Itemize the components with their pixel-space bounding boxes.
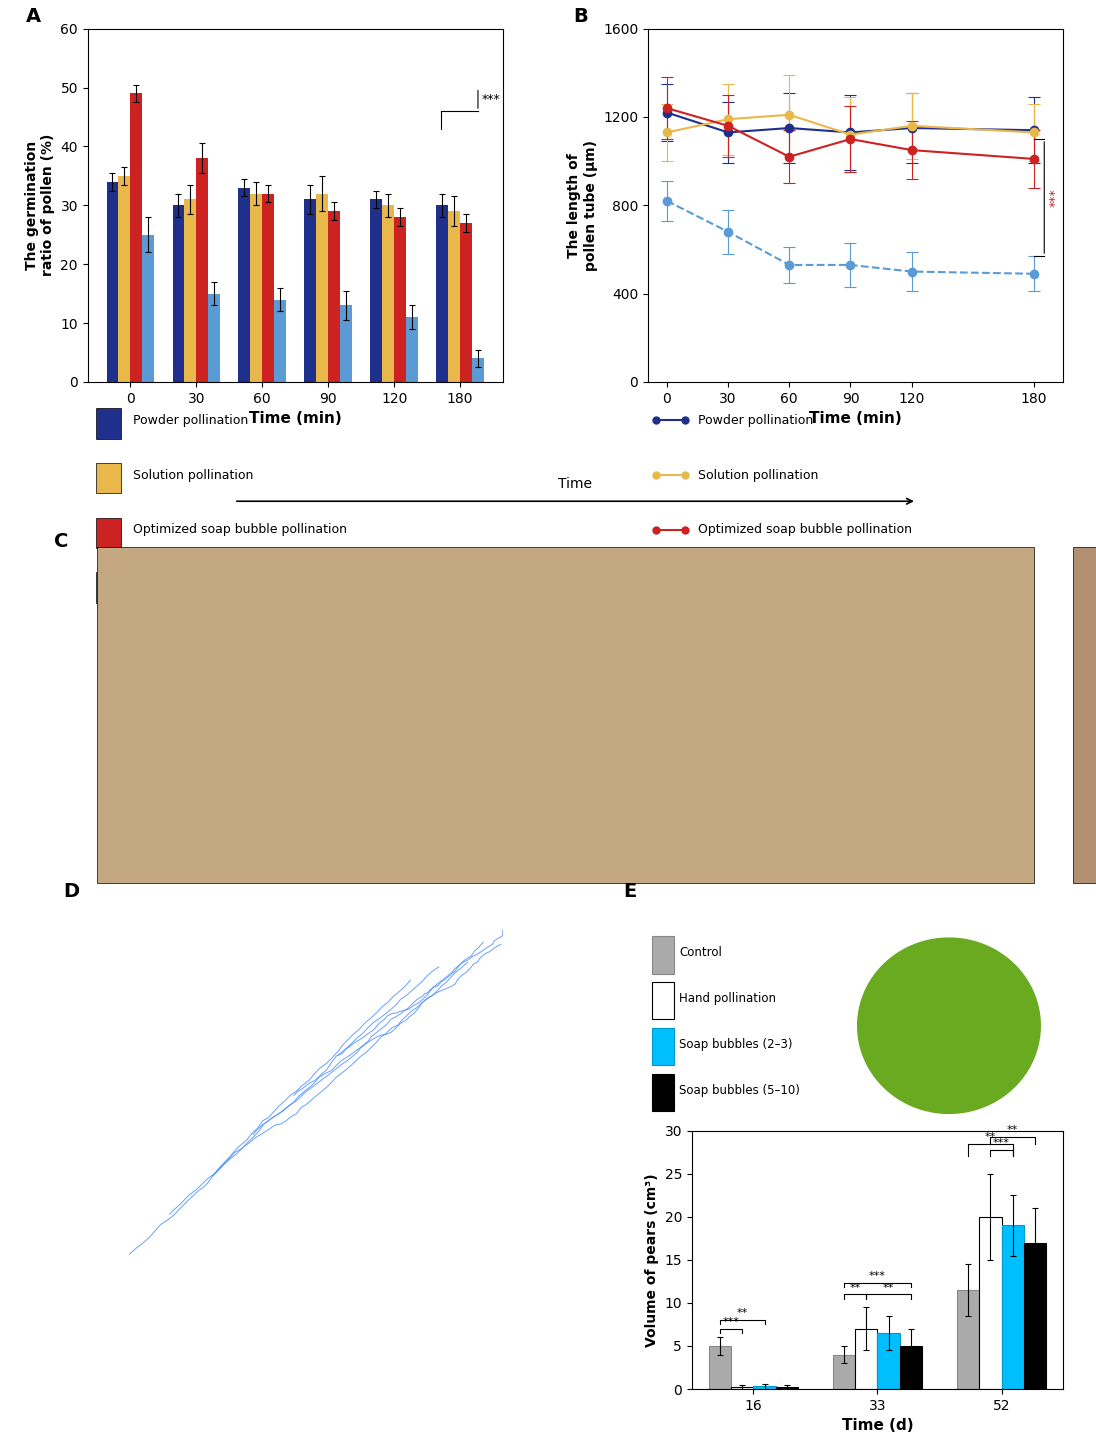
Bar [142, 235, 155, 382]
Bar [383, 205, 395, 382]
Bar [709, 1346, 731, 1389]
X-axis label: Time (min): Time (min) [249, 411, 342, 427]
FancyBboxPatch shape [652, 1074, 674, 1111]
Bar [1024, 1243, 1047, 1389]
Text: 0.28 s: 0.28 s [856, 508, 899, 521]
Text: Control: Control [680, 947, 722, 959]
Bar [472, 358, 484, 382]
Text: **: ** [849, 1283, 860, 1293]
Bar [196, 158, 208, 382]
Text: 0.21 s: 0.21 s [525, 508, 568, 521]
Bar [274, 299, 286, 382]
Text: C: C [54, 533, 68, 551]
Text: ***: *** [1049, 188, 1061, 208]
Text: 0.00 s: 0.00 s [203, 508, 246, 521]
FancyBboxPatch shape [1073, 547, 1096, 884]
Text: ***: *** [481, 93, 500, 106]
Bar [855, 1329, 878, 1389]
FancyBboxPatch shape [98, 547, 1034, 884]
Bar [979, 1217, 1002, 1389]
Text: Solution pollination: Solution pollination [698, 468, 819, 481]
Text: Time: Time [558, 477, 593, 491]
Bar [172, 205, 184, 382]
Bar [262, 193, 274, 382]
FancyBboxPatch shape [96, 463, 121, 493]
Bar [957, 1290, 979, 1389]
Bar [833, 1355, 855, 1389]
Bar [305, 199, 317, 382]
Text: **: ** [737, 1309, 747, 1319]
Bar [731, 1388, 753, 1389]
Bar [130, 93, 142, 382]
Text: Non-optimized soap bubble pollination: Non-optimized soap bubble pollination [134, 579, 375, 591]
Bar [239, 188, 250, 382]
Bar [878, 1333, 900, 1389]
Text: **: ** [985, 1131, 996, 1141]
X-axis label: Time (d): Time (d) [842, 1418, 913, 1432]
Bar [184, 199, 196, 382]
FancyBboxPatch shape [652, 937, 674, 974]
Text: E: E [624, 882, 637, 901]
Bar [776, 1388, 798, 1389]
FancyBboxPatch shape [96, 517, 121, 548]
Text: Non-optimized soap bubble pollination: Non-optimized soap bubble pollination [698, 579, 939, 591]
X-axis label: Time (min): Time (min) [809, 411, 902, 427]
Bar [900, 1346, 922, 1389]
Bar [106, 182, 118, 382]
Text: ***: *** [722, 1317, 740, 1327]
Bar [250, 193, 262, 382]
Bar [340, 305, 352, 382]
Y-axis label: Volume of pears (cm³): Volume of pears (cm³) [644, 1173, 659, 1346]
FancyBboxPatch shape [96, 573, 121, 603]
Bar [118, 176, 130, 382]
Text: Powder pollination: Powder pollination [698, 414, 813, 427]
Text: B: B [573, 7, 589, 26]
Bar [395, 218, 406, 382]
Text: ***: *** [869, 1272, 886, 1282]
FancyBboxPatch shape [96, 408, 121, 438]
Polygon shape [858, 938, 1040, 1113]
Bar [1002, 1226, 1024, 1389]
Text: ***: *** [993, 1138, 1011, 1148]
Text: A: A [25, 7, 41, 26]
Bar [460, 223, 472, 382]
Text: Optimized soap bubble pollination: Optimized soap bubble pollination [698, 523, 912, 536]
Text: **: ** [1007, 1126, 1018, 1136]
Text: Soap bubbles (2–3): Soap bubbles (2–3) [680, 1038, 792, 1051]
Text: Powder pollination: Powder pollination [134, 414, 249, 427]
Bar [436, 205, 448, 382]
Text: 100 μm: 100 μm [167, 1346, 208, 1356]
Bar [370, 199, 383, 382]
Text: D: D [62, 882, 79, 901]
Y-axis label: The length of
pollen tube (μm): The length of pollen tube (μm) [568, 140, 597, 271]
Bar [448, 211, 460, 382]
Text: Hand pollination: Hand pollination [680, 992, 776, 1005]
Text: **: ** [883, 1283, 894, 1293]
Y-axis label: The germination
ratio of pollen (%): The germination ratio of pollen (%) [24, 135, 55, 276]
Bar [317, 193, 328, 382]
FancyBboxPatch shape [652, 982, 674, 1020]
Bar [406, 318, 418, 382]
Text: Soap bubbles (5–10): Soap bubbles (5–10) [680, 1084, 800, 1097]
Text: Optimized soap bubble pollination: Optimized soap bubble pollination [134, 523, 347, 536]
Bar [753, 1386, 776, 1389]
Bar [208, 294, 220, 382]
Bar [328, 211, 340, 382]
Text: Solution pollination: Solution pollination [134, 468, 253, 481]
FancyBboxPatch shape [652, 1028, 674, 1065]
